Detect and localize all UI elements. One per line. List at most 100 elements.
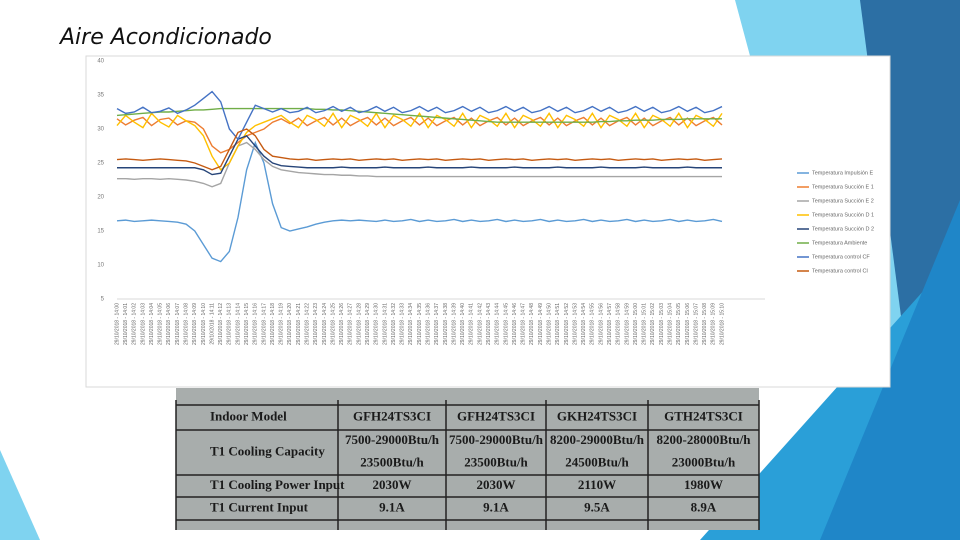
x-tick-label: 29/10/2018 - 15:02 [650,303,656,345]
x-tick-label: 29/10/2018 - 14:59 [624,303,630,345]
x-tick-label: 29/10/2018 - 14:45 [503,303,509,345]
x-tick-label: 29/10/2018 - 14:42 [477,303,483,345]
table-cell: Indoor Model [210,408,287,423]
series-line [116,140,723,263]
x-tick-label: 29/10/2018 - 15:01 [642,303,648,345]
table-cell: 8.9A [691,499,717,514]
x-tick-label: 29/10/2018 - 15:09 [711,303,717,345]
table-cell: 23000Btu/h [672,455,736,470]
x-tick-label: 29/10/2018 - 14:24 [322,303,328,345]
x-tick-label: 29/10/2018 - 14:47 [521,303,527,345]
x-tick-label: 29/10/2018 - 14:01 [123,303,129,345]
x-tick-label: 29/10/2018 - 14:04 [149,303,155,345]
legend-label: Temperatura Succión E 1 [812,184,874,190]
x-tick-label: 29/10/2018 - 14:50 [546,303,552,345]
x-tick-label: 29/10/2018 - 14:06 [166,303,172,345]
table-cell: 9.1A [379,499,405,514]
y-tick-label: 30 [97,127,104,133]
x-tick-label: 29/10/2018 - 14:15 [244,303,250,345]
x-tick-label: 29/10/2018 - 14:44 [495,303,501,345]
x-tick-label: 29/10/2018 - 14:32 [391,303,397,345]
y-tick-label: 10 [97,263,104,269]
x-tick-label: 29/10/2018 - 14:23 [313,303,319,345]
x-tick-label: 29/10/2018 - 14:39 [451,303,457,345]
x-tick-label: 29/10/2018 - 14:16 [253,303,259,345]
x-tick-label: 29/10/2018 - 14:41 [469,303,475,345]
x-tick-label: 29/10/2018 - 14:10 [201,303,207,345]
slide-title: Aire Acondicionado [58,25,272,50]
x-tick-label: 29/10/2018 - 14:18 [270,303,276,345]
series-line [116,107,722,123]
table-cell: 9.1A [483,499,509,514]
table-cell: T1 Current Input [210,499,309,514]
x-tick-label: 29/10/2018 - 14:00 [114,303,120,345]
x-tick-label: 29/10/2018 - 14:30 [374,303,380,345]
table-cell: 2030W [477,477,516,492]
legend-label: Temperatura Succión D 2 [812,226,874,232]
x-tick-label: 29/10/2018 - 14:37 [434,303,440,345]
x-tick-label: 29/10/2018 - 14:29 [365,303,371,345]
x-tick-label: 29/10/2018 - 14:34 [408,303,414,345]
spec-table: Indoor Model GFH24TS3CI GFH24TS3CI GKH24TS3… [175,400,760,530]
x-tick-label: 29/10/2018 - 14:56 [598,303,604,345]
x-tick-label: 29/10/2018 - 14:48 [529,303,535,345]
x-tick-label: 29/10/2018 - 14:51 [555,303,561,345]
x-tick-label: 29/10/2018 - 14:55 [590,303,596,345]
table-cell: 2110W [578,477,616,492]
table-cell: T1 Cooling Power Input [210,477,345,492]
x-tick-label: 29/10/2018 - 15:08 [702,303,708,345]
table-cell: 23500Btu/h [464,455,528,470]
series-line [117,134,722,176]
y-tick-label: 40 [97,59,104,65]
table-cell: 8200-28000Btu/h [657,432,752,447]
x-tick-label: 29/10/2018 - 14:43 [486,303,492,345]
x-tick-label: 29/10/2018 - 14:52 [564,303,570,345]
series-line [117,141,722,188]
table-cell: GTH24TS3CI [664,408,743,423]
table-cell: 23500Btu/h [360,455,424,470]
x-tick-label: 29/10/2018 - 14:09 [192,303,198,345]
x-tick-label: 29/10/2018 - 15:00 [633,303,639,345]
table-cell: 24500Btu/h [565,455,629,470]
x-tick-label: 29/10/2018 - 14:28 [356,303,362,345]
x-tick-label: 29/10/2018 - 14:57 [607,303,613,345]
x-tick-label: 29/10/2018 - 14:07 [175,303,181,345]
x-tick-label: 29/10/2018 - 15:03 [659,303,665,345]
x-tick-label: 29/10/2018 - 14:25 [330,303,336,345]
x-tick-label: 29/10/2018 - 14:38 [443,303,449,345]
x-tick-label: 29/10/2018 - 14:49 [538,303,544,345]
x-tick-label: 29/10/2018 - 14:46 [512,303,518,345]
series-line [116,116,723,154]
series-line [116,112,723,171]
y-tick-label: 25 [97,161,104,167]
legend-label: Temperatura control CI [812,268,868,274]
x-tick-label: 29/10/2018 - 14:20 [287,303,293,345]
x-tick-label: 29/10/2018 - 14:26 [339,303,345,345]
x-tick-label: 29/10/2018 - 14:36 [425,303,431,345]
y-tick-label: 20 [97,195,104,201]
x-tick-label: 29/10/2018 - 14:02 [132,303,138,345]
table-cell: 7500-29000Btu/h [449,432,544,447]
table-cell: T1 Cooling Capacity [210,443,325,458]
x-tick-label: 29/10/2018 - 14:27 [348,303,354,345]
table-cell: 7500-29000Btu/h [345,432,440,447]
x-tick-label: 29/10/2018 - 14:08 [183,303,189,345]
x-tick-label: 29/10/2018 - 14:54 [581,303,587,345]
x-tick-label: 29/10/2018 - 15:05 [676,303,682,345]
x-tick-label: 29/10/2018 - 14:31 [382,303,388,345]
photo [176,388,759,530]
legend-label: Temperatura Succión D 1 [812,212,874,218]
x-tick-label: 29/10/2018 - 14:05 [158,303,164,345]
x-tick-label: 29/10/2018 - 14:17 [261,303,267,345]
x-tick-label: 29/10/2018 - 15:07 [693,303,699,345]
table-cell: GKH24TS3CI [557,408,637,423]
legend-label: Temperatura Impulsión E [812,170,873,176]
series-line [116,128,723,171]
deco-shape [0,450,40,540]
x-tick-label: 29/10/2018 - 15:06 [685,303,691,345]
table-cell: GFH24TS3CI [457,408,535,423]
x-tick-label: 29/10/2018 - 14:33 [400,303,406,345]
